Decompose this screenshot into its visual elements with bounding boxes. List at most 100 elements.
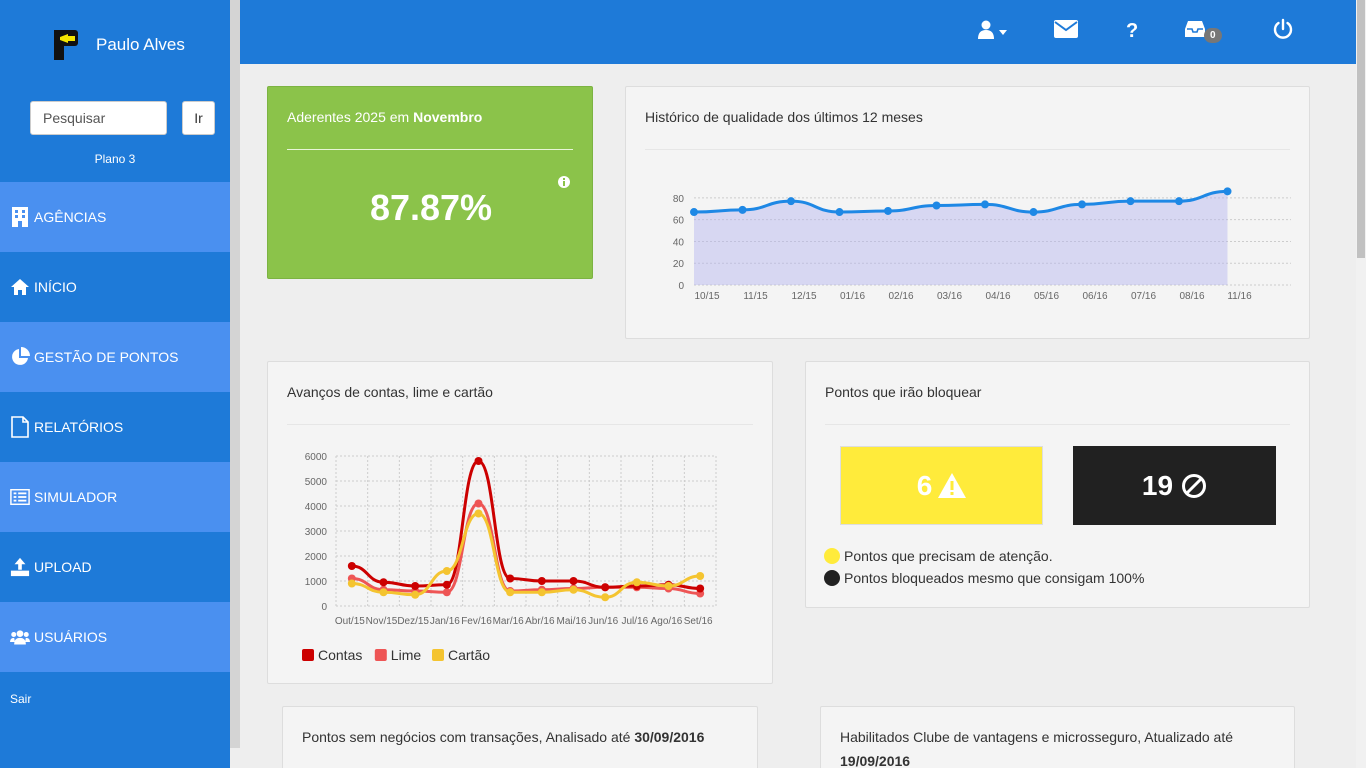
- y-tick-label: 3000: [305, 527, 328, 538]
- data-point: [411, 590, 420, 599]
- search-input[interactable]: [30, 101, 167, 135]
- y-tick-label: 1000: [305, 577, 328, 588]
- x-tick-label: Mai/16: [556, 616, 586, 627]
- y-tick-label: 5000: [305, 477, 328, 488]
- legend-blocked-label: Pontos bloqueados mesmo que consigam 100…: [844, 570, 1145, 586]
- x-tick-label: 07/16: [1131, 291, 1156, 302]
- x-tick-label: 01/16: [840, 291, 865, 302]
- sidebar-item-simulador[interactable]: SIMULADOR: [0, 462, 230, 532]
- data-point: [569, 585, 578, 594]
- data-point: [347, 562, 356, 570]
- data-point: [506, 588, 515, 597]
- y-tick-label: 40: [673, 237, 685, 248]
- warning-icon: [938, 473, 967, 498]
- sidebar-item-label: UPLOAD: [34, 559, 92, 575]
- data-point: [537, 588, 546, 597]
- x-tick-label: Dez/15: [397, 616, 429, 627]
- legend-swatch: [302, 649, 314, 661]
- legend-attention-label: Pontos que precisam de atenção.: [844, 548, 1053, 564]
- sidebar-item-inicio[interactable]: INÍCIO: [0, 252, 230, 322]
- x-tick-label: 06/16: [1082, 291, 1107, 302]
- divider: [287, 424, 753, 425]
- black-dot-icon: [824, 570, 840, 586]
- data-point: [884, 206, 892, 215]
- sem-negocios-card: Pontos sem negócios com transações, Anal…: [282, 706, 758, 768]
- topbar: ? 0: [240, 0, 1356, 64]
- sidebar-scroll-gutter: [230, 0, 240, 748]
- home-icon: [10, 277, 30, 297]
- bloquear-title: Pontos que irão bloquear: [825, 384, 982, 400]
- x-tick-label: 04/16: [985, 291, 1010, 302]
- x-tick-label: 10/15: [694, 291, 719, 302]
- habilitados-date: 19/09/2016: [840, 753, 911, 768]
- series-line: [693, 189, 1228, 214]
- avancos-chart: 0 1000 2000 3000 4000 5000 6000 Out/15 Nov/15 Dez…: [302, 452, 717, 663]
- sem-negocios-date: 30/09/2016: [634, 729, 705, 745]
- user-menu-button[interactable]: [976, 18, 1007, 44]
- avancos-title: Avanços de contas, lime e cartão: [287, 384, 493, 400]
- series-area: [694, 191, 1228, 285]
- brand: Paulo Alves: [52, 28, 185, 62]
- sem-negocios-title: Pontos sem negócios com transações, Anal…: [302, 729, 704, 745]
- sidebar-item-agencias[interactable]: AGÊNCIAS: [0, 182, 230, 252]
- blocked-box[interactable]: 19: [1073, 446, 1276, 525]
- divider: [645, 149, 1290, 150]
- info-icon[interactable]: [558, 175, 570, 193]
- data-point: [632, 578, 641, 587]
- x-tick-label: 08/16: [1179, 291, 1204, 302]
- data-point: [696, 572, 705, 580]
- data-point: [601, 583, 610, 592]
- logo-icon: [52, 28, 84, 62]
- data-point: [787, 197, 795, 206]
- data-point: [981, 200, 989, 209]
- data-point: [1078, 200, 1086, 209]
- data-point: [1126, 197, 1135, 206]
- help-button[interactable]: ?: [1126, 18, 1138, 44]
- y-tick-label: 0: [678, 281, 684, 292]
- x-tick-label: 03/16: [937, 291, 962, 302]
- legend-attention: Pontos que precisam de atenção.: [824, 548, 1053, 564]
- y-tick-label: 80: [673, 194, 685, 205]
- legend-swatch: [374, 649, 387, 661]
- inbox-button[interactable]: 0: [1184, 18, 1222, 44]
- data-point: [537, 577, 546, 585]
- caret-down-icon: [999, 22, 1007, 40]
- x-tick-label: Jul/16: [621, 616, 648, 627]
- page-scrollbar-thumb[interactable]: [1357, 0, 1365, 258]
- aderentes-card: Aderentes 2025 em Novembro 87.87%: [267, 86, 593, 279]
- data-point: [738, 205, 747, 214]
- sidebar-item-gestao-pontos[interactable]: GESTÃO DE PONTOS: [0, 322, 230, 392]
- data-point: [664, 582, 673, 590]
- x-tick-label: 02/16: [888, 291, 913, 302]
- aderentes-title: Aderentes 2025 em Novembro: [287, 109, 482, 125]
- search-button[interactable]: Ir: [182, 101, 215, 135]
- x-tick-label: Set/16: [684, 616, 713, 627]
- attention-box[interactable]: 6: [840, 446, 1043, 525]
- sem-negocios-title-text: Pontos sem negócios com transações, Anal…: [302, 729, 631, 745]
- sidebar-item-upload[interactable]: UPLOAD: [0, 532, 230, 602]
- y-tick-label: 60: [673, 216, 685, 227]
- logout-button[interactable]: [1272, 18, 1294, 44]
- data-point: [411, 582, 420, 590]
- aderentes-month: Novembro: [413, 109, 483, 125]
- power-icon: [1272, 18, 1294, 45]
- data-point: [379, 578, 388, 587]
- data-point: [1175, 197, 1183, 206]
- x-tick-label: 11/15: [743, 291, 768, 302]
- messages-button[interactable]: [1054, 18, 1078, 44]
- attention-count: 6: [916, 469, 933, 501]
- page-scrollbar[interactable]: [1356, 0, 1366, 768]
- data-point: [442, 580, 451, 589]
- data-point: [379, 588, 388, 597]
- ban-icon: [1181, 473, 1207, 499]
- sidebar-item-relatorios[interactable]: RELATÓRIOS: [0, 392, 230, 462]
- x-tick-label: Fev/16: [461, 616, 492, 627]
- sidebar-item-label: GESTÃO DE PONTOS: [34, 349, 179, 365]
- logout-link[interactable]: Sair: [10, 692, 32, 706]
- x-tick-label: 05/16: [1034, 291, 1059, 302]
- sidebar-item-usuarios[interactable]: USUÁRIOS: [0, 602, 230, 672]
- x-tick-label: Nov/15: [366, 616, 398, 627]
- plan-label: Plano 3: [94, 152, 136, 166]
- legend-blocked: Pontos bloqueados mesmo que consigam 100…: [824, 570, 1144, 586]
- data-point: [474, 499, 483, 508]
